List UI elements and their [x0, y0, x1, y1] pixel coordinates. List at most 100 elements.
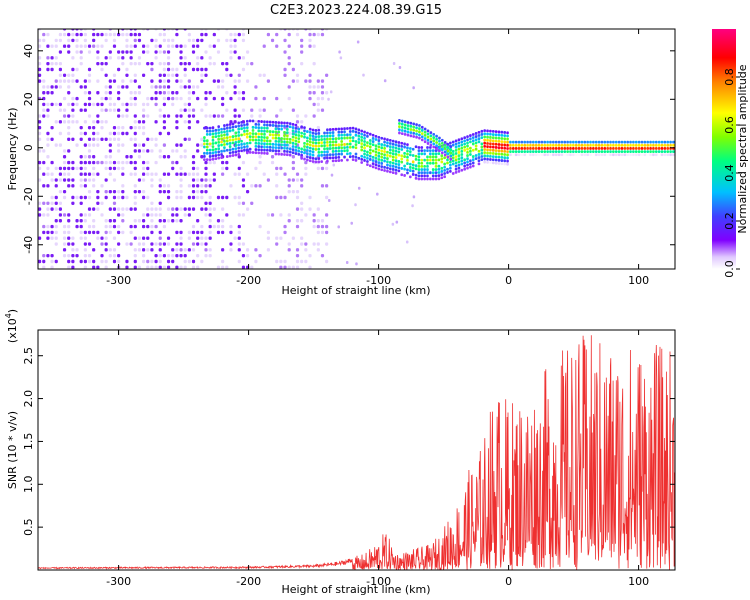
spectrogram-ridge-cell	[520, 150, 524, 154]
spectrogram-noise-cell	[71, 166, 75, 171]
spectrogram-ridge-cell	[609, 143, 612, 147]
spectrogram-noise-cell	[50, 125, 54, 130]
spectrogram-noise-cell	[67, 160, 71, 165]
spectrogram-ridge-cell	[592, 140, 595, 144]
spectrogram-noise-cell	[171, 213, 175, 217]
spectrogram-noise-cell	[316, 102, 320, 107]
spectrogram-ridge-cell	[460, 159, 464, 163]
spectrogram-noise-cell	[67, 137, 71, 142]
spectrogram-ridge-cell	[231, 138, 235, 142]
spectrogram-noise-cell	[392, 61, 396, 65]
spectrogram-noise-cell	[241, 178, 246, 182]
spectrogram-noise-cell	[233, 91, 237, 95]
spectrogram-noise-cell	[129, 242, 133, 246]
spectrogram-noise-cell	[117, 91, 121, 95]
spectrogram-ridge-cell	[431, 155, 435, 159]
spectrogram-noise-cell	[108, 155, 112, 159]
spectrogram-ridge-cell	[274, 139, 278, 143]
spectrogram-ridge-cell	[477, 159, 481, 163]
spectrogram-noise-cell	[108, 189, 112, 194]
spectrogram-ridge-cell	[517, 153, 521, 157]
spectrogram-noise-cell	[283, 195, 287, 200]
colorbar-gradient	[712, 29, 736, 269]
spectrogram-ridge-cell	[263, 126, 266, 130]
spectrogram-noise-cell	[96, 207, 100, 211]
spectrogram-noise-cell	[112, 236, 117, 240]
spectrogram-ridge-cell	[409, 134, 413, 138]
spectrogram-ridge-cell	[243, 142, 246, 146]
spectrogram-noise-cell	[200, 137, 204, 142]
spectrogram-ridge-cell	[383, 147, 386, 150]
spectrogram-noise-cell	[58, 108, 62, 112]
spectrogram-ridge-cell	[406, 130, 410, 134]
spectrogram-ridge-cell	[231, 141, 235, 145]
spectrogram-noise-cell	[191, 44, 196, 48]
spectrogram-ridge-cell	[400, 129, 404, 132]
spectrogram-noise-cell	[196, 253, 200, 258]
spectrogram-noise-cell	[104, 189, 108, 194]
spectrogram-noise-cell	[87, 137, 92, 142]
spectrogram-noise-cell	[87, 79, 92, 83]
spectrogram-noise-cell	[241, 38, 246, 43]
spectrogram-noise-cell	[191, 248, 196, 252]
spectrogram-noise-cell	[216, 195, 221, 200]
spectrogram-noise-cell	[79, 201, 83, 206]
spectrogram-noise-cell	[46, 213, 50, 217]
spectrogram-ridge-cell	[286, 124, 289, 128]
spectrogram-ridge-cell	[317, 132, 321, 135]
spectrogram-ridge-cell	[474, 135, 478, 138]
spectrogram-noise-cell	[83, 184, 87, 188]
spectrogram-noise-cell	[62, 149, 67, 153]
spectrogram-ridge-cell	[231, 154, 235, 157]
spectrogram-noise-cell	[75, 219, 79, 223]
spectrogram-noise-cell	[92, 102, 96, 107]
spectrogram-ridge-cell	[360, 145, 363, 149]
spectrogram-ridge-cell	[334, 149, 338, 153]
spectrogram-ridge-cell	[266, 142, 269, 146]
spectrogram-noise-cell	[212, 96, 216, 101]
spectrogram-noise-cell	[154, 259, 158, 264]
spectrogram-ridge-cell	[403, 151, 406, 155]
spectrogram-ridge-cell	[380, 168, 384, 172]
spectrogram-noise-cell	[266, 248, 270, 252]
spectrogram-ridge-cell	[283, 143, 286, 147]
spectrogram-noise-cell	[246, 61, 250, 66]
spectrogram-noise-cell	[129, 125, 133, 130]
spectrogram-ridge-cell	[314, 135, 318, 139]
spectrogram-ridge-cell	[491, 148, 495, 152]
spectrogram-noise-cell	[187, 108, 191, 112]
spectrogram-noise-cell	[62, 253, 67, 258]
spectrogram-noise-cell	[87, 149, 92, 153]
spectrogram-ridge-cell	[466, 166, 469, 170]
spectrogram-ridge-cell	[348, 142, 352, 146]
spectrogram-ridge-cell	[514, 150, 518, 154]
spectrogram-noise-cell	[345, 261, 349, 265]
spectrogram-noise-cell	[54, 143, 58, 147]
spectrogram-noise-cell	[46, 114, 50, 118]
spectrogram-ridge-cell	[286, 153, 289, 157]
spectrogram-noise-cell	[38, 137, 42, 142]
spectrogram-ridge-cell	[494, 139, 498, 143]
spectrogram-ridge-cell	[600, 153, 604, 157]
spectrogram-noise-cell	[187, 137, 191, 142]
spectrogram-ridge-cell	[646, 143, 649, 147]
spectrogram-noise-cell	[133, 184, 137, 188]
spectrogram-noise-cell	[266, 213, 270, 217]
spectrogram-noise-cell	[117, 56, 121, 60]
spectrogram-noise-cell	[158, 207, 162, 211]
spectrogram-ridge-cell	[497, 149, 501, 153]
spectrogram-noise-cell	[92, 137, 96, 142]
spectrogram-noise-cell	[38, 120, 42, 124]
spectrogram-ridge-cell	[509, 143, 512, 147]
spectrogram-noise-cell	[125, 44, 129, 48]
spectrogram-noise-cell	[237, 96, 241, 101]
spectrogram-noise-cell	[46, 85, 50, 89]
spectrogram-noise-cell	[258, 108, 262, 112]
spectrogram-noise-cell	[83, 248, 87, 252]
spectrogram-noise-cell	[83, 91, 87, 95]
spectrogram-ridge-cell	[500, 152, 504, 156]
spectrogram-ridge-cell	[415, 126, 418, 130]
spectrogram-noise-cell	[405, 240, 409, 244]
spectrogram-noise-cell	[225, 160, 229, 165]
spectrogram-noise-cell	[175, 125, 179, 130]
